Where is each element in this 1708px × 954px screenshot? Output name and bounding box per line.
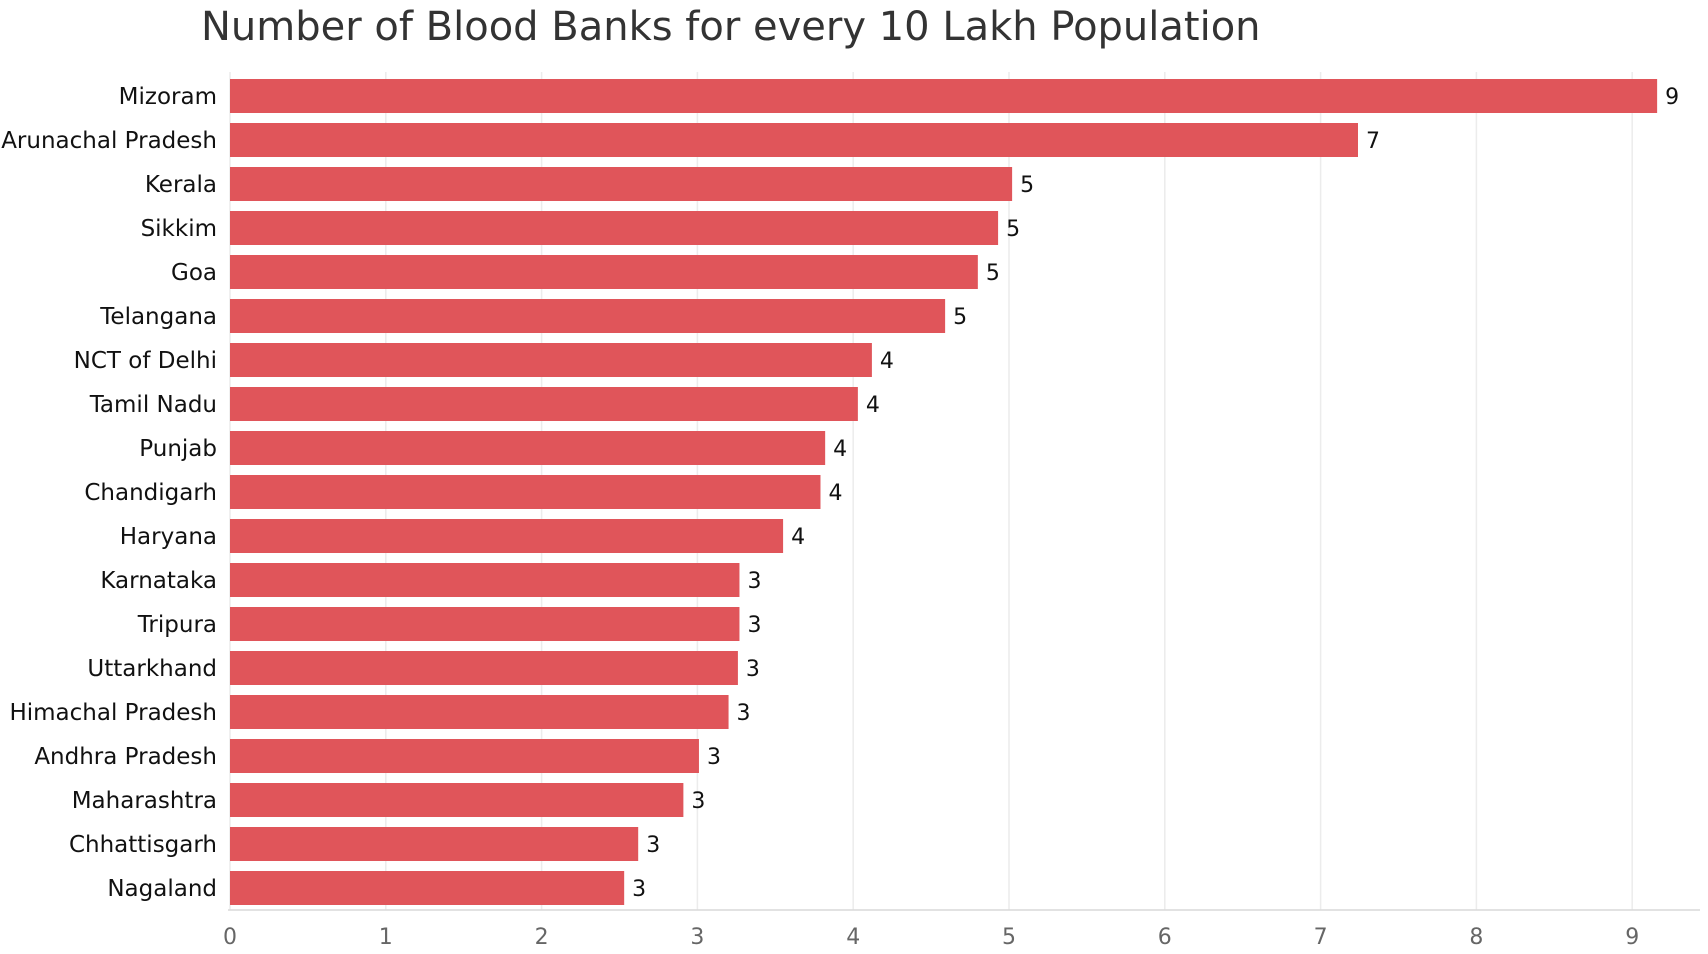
category-label-karnataka: Karnataka (100, 568, 217, 594)
category-label-telangana: Telangana (99, 304, 217, 330)
data-label-tripura: 3 (747, 613, 761, 638)
x-tick-label-6: 6 (1158, 925, 1172, 950)
bar-punjab (230, 431, 826, 465)
bar-tripura (230, 607, 740, 641)
data-label-haryana: 4 (791, 525, 805, 550)
bar-himachal-pradesh (230, 695, 729, 729)
category-label-chandigarh: Chandigarh (84, 480, 217, 506)
category-label-nagaland: Nagaland (107, 876, 217, 902)
bar-andhra-pradesh (230, 739, 699, 773)
bar-karnataka (230, 563, 740, 597)
category-label-haryana: Haryana (120, 524, 217, 550)
data-label-himachal-pradesh: 3 (737, 701, 751, 726)
data-label-nagaland: 3 (632, 877, 646, 902)
category-label-sikkim: Sikkim (141, 216, 217, 242)
bar-kerala (230, 167, 1013, 201)
data-label-uttarkhand: 3 (746, 657, 760, 682)
category-label-nct-of-delhi: NCT of Delhi (74, 348, 217, 374)
category-label-punjab: Punjab (139, 436, 217, 462)
data-label-goa: 5 (986, 261, 1000, 286)
x-tick-label-9: 9 (1625, 925, 1639, 950)
x-tick-label-4: 4 (846, 925, 860, 950)
bar-maharashtra (230, 783, 684, 817)
bar-telangana (230, 299, 946, 333)
category-label-tamil-nadu: Tamil Nadu (89, 392, 217, 418)
bar-nct-of-delhi (230, 343, 872, 377)
category-label-mizoram: Mizoram (119, 84, 217, 110)
data-label-chhattisgarh: 3 (646, 833, 660, 858)
data-label-chandigarh: 4 (828, 481, 842, 506)
bar-uttarkhand (230, 651, 738, 685)
data-label-mizoram: 9 (1665, 85, 1679, 110)
bar-mizoram (230, 79, 1658, 113)
bar-chhattisgarh (230, 827, 639, 861)
x-tick-label-0: 0 (223, 925, 237, 950)
bar-tamil-nadu (230, 387, 858, 421)
category-label-goa: Goa (171, 260, 217, 286)
bar-chandigarh (230, 475, 821, 509)
category-label-arunachal-pradesh: Arunachal Pradesh (1, 128, 217, 154)
bars (230, 79, 1658, 905)
category-label-chhattisgarh: Chhattisgarh (69, 832, 217, 858)
category-label-himachal-pradesh: Himachal Pradesh (9, 700, 217, 726)
chart-title: Number of Blood Banks for every 10 Lakh … (201, 4, 1261, 50)
data-label-maharashtra: 3 (691, 789, 705, 814)
data-label-karnataka: 3 (747, 569, 761, 594)
bar-arunachal-pradesh (230, 123, 1358, 157)
data-label-tamil-nadu: 4 (866, 393, 880, 418)
x-tick-label-8: 8 (1469, 925, 1483, 950)
x-axis: 0 1 2 3 4 5 6 7 8 9 (223, 909, 1700, 950)
x-tick-label-3: 3 (690, 925, 704, 950)
x-tick-label-7: 7 (1314, 925, 1328, 950)
data-label-punjab: 4 (833, 437, 847, 462)
x-tick-label-2: 2 (535, 925, 549, 950)
bar-sikkim (230, 211, 999, 245)
category-label-kerala: Kerala (145, 172, 217, 198)
x-tick-label-1: 1 (379, 925, 393, 950)
data-label-arunachal-pradesh: 7 (1366, 129, 1380, 154)
data-label-andhra-pradesh: 3 (707, 745, 721, 770)
category-label-tripura: Tripura (137, 612, 217, 638)
x-tick-label-5: 5 (1002, 925, 1016, 950)
data-label-nct-of-delhi: 4 (880, 349, 894, 374)
data-label-telangana: 5 (953, 305, 967, 330)
bar-nagaland (230, 871, 625, 905)
category-labels: Mizoram Arunachal Pradesh Kerala Sikkim Goa T… (1, 84, 217, 902)
bar-haryana (230, 519, 784, 553)
data-label-kerala: 5 (1020, 173, 1034, 198)
category-label-uttarkhand: Uttarkhand (87, 656, 217, 682)
data-label-sikkim: 5 (1006, 217, 1020, 242)
bar-goa (230, 255, 978, 289)
category-label-andhra-pradesh: Andhra Pradesh (34, 744, 217, 770)
category-label-maharashtra: Maharashtra (72, 788, 217, 814)
